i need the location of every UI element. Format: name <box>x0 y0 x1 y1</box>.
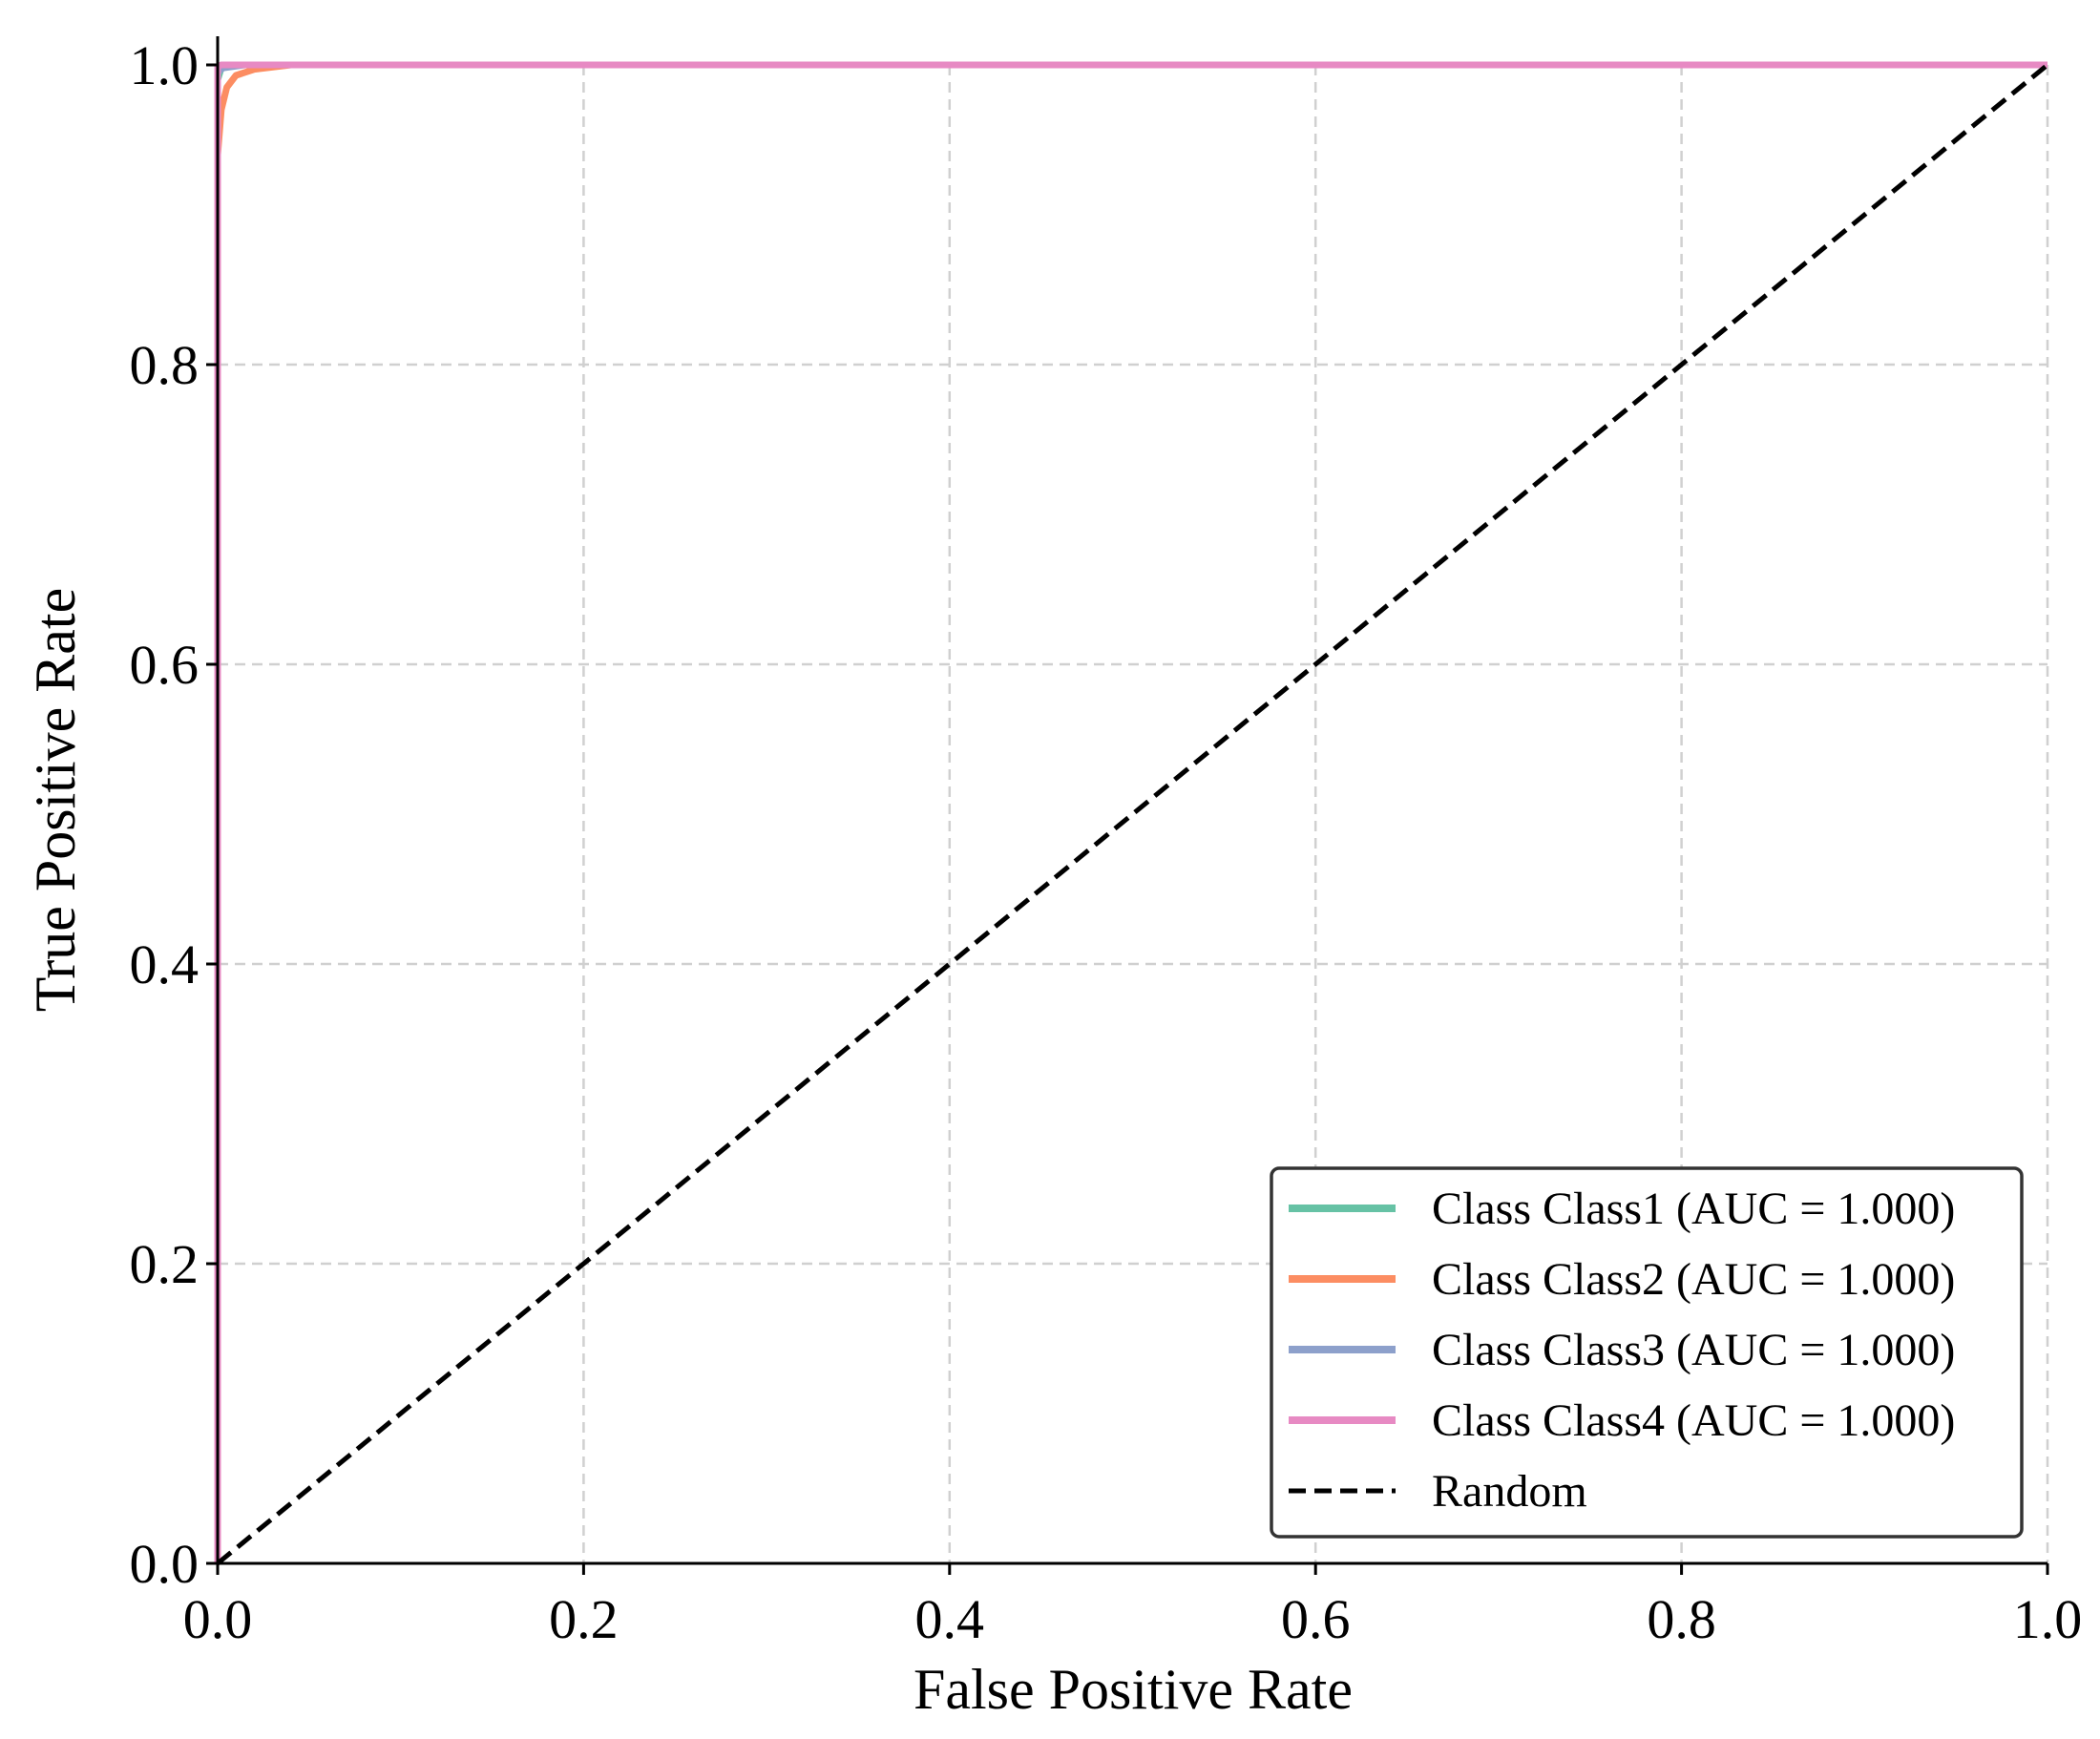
y-tick-label-1: 0.2 <box>130 1233 200 1295</box>
legend: Class Class1 (AUC = 1.000) Class Class2 (… <box>1270 1166 2024 1539</box>
x-tick-label-5: 1.0 <box>2013 1588 2083 1650</box>
y-tick-label-0: 0.0 <box>130 1533 200 1595</box>
legend-label-3: Class Class4 (AUC = 1.000) <box>1432 1395 1955 1446</box>
x-tick-label-1: 0.2 <box>549 1588 619 1650</box>
legend-box <box>1270 1166 2024 1539</box>
ticks: 0.0 0.2 0.4 0.6 0.8 1.0 0.0 0.2 0.4 0.6 0.8 1.0 <box>130 34 2083 1650</box>
y-axis-title: True Positive Rate <box>24 588 87 1012</box>
y-tick-label-2: 0.4 <box>130 933 200 995</box>
legend-label-0: Class Class1 (AUC = 1.000) <box>1432 1184 1955 1234</box>
series-line-4 <box>216 63 2049 1565</box>
legend-label-2: Class Class3 (AUC = 1.000) <box>1432 1325 1955 1375</box>
legend-label-4: Random <box>1432 1466 1587 1517</box>
x-axis-title: False Positive Rate <box>914 1658 1353 1721</box>
y-tick-label-5: 1.0 <box>130 34 200 96</box>
axes <box>216 36 2048 1565</box>
x-tick-label-2: 0.4 <box>915 1588 985 1650</box>
x-tick-label-0: 0.0 <box>183 1588 253 1650</box>
legend-label-1: Class Class2 (AUC = 1.000) <box>1432 1254 1955 1305</box>
y-tick-label-3: 0.6 <box>130 634 200 696</box>
x-tick-label-4: 0.8 <box>1647 1588 1716 1650</box>
x-tick-label-3: 0.6 <box>1281 1588 1351 1650</box>
y-tick-label-4: 0.8 <box>130 334 200 396</box>
